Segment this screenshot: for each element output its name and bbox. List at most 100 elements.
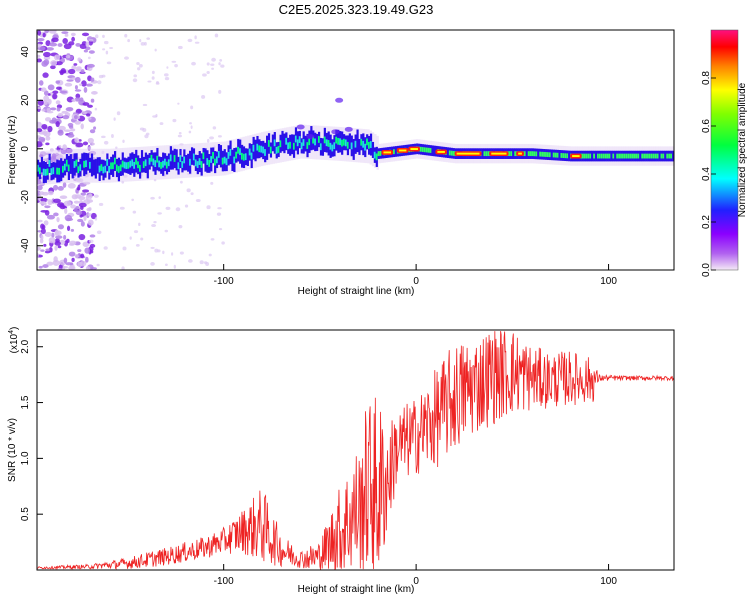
noise-blob <box>86 63 95 68</box>
noise-blob <box>102 34 105 38</box>
noise-blob <box>74 97 81 102</box>
noise-blob <box>144 134 149 139</box>
noise-blob <box>66 79 74 82</box>
ridge-hotspot-core <box>456 152 480 155</box>
noise-blob <box>221 241 225 245</box>
ridge-core <box>200 161 203 168</box>
ridge-band <box>658 150 661 162</box>
noise-blob <box>103 40 109 45</box>
noise-blob <box>82 141 89 146</box>
noise-blob <box>56 107 61 112</box>
noise-blob <box>69 240 77 246</box>
ridge-band <box>664 150 667 162</box>
ridge-core <box>325 139 328 147</box>
noise-blob <box>37 128 43 133</box>
noise-blob <box>55 61 63 66</box>
ridge-core <box>556 152 559 158</box>
noise-blob <box>164 263 168 267</box>
ridge-core <box>419 146 422 152</box>
ridge-band <box>185 155 188 171</box>
noise-blob <box>57 186 64 191</box>
snr-y-label: SNR (10 * v/v) <box>7 418 18 482</box>
noise-blob <box>150 196 155 200</box>
x-tick-label: 0 <box>413 576 419 587</box>
ridge-core <box>625 153 628 159</box>
noise-blob <box>68 265 76 270</box>
noise-blob <box>75 108 82 114</box>
noise-blob <box>53 256 58 263</box>
ridge-core <box>215 156 218 164</box>
ridge-band <box>246 148 249 166</box>
noise-blob <box>210 63 215 66</box>
ridge-band <box>140 150 144 173</box>
noise-blob <box>64 82 73 87</box>
noise-blob <box>218 228 223 231</box>
ridge-core <box>650 153 653 159</box>
noise-blob <box>44 30 49 34</box>
ridge-core <box>317 136 320 143</box>
ridge-core <box>250 152 253 160</box>
noise-blob <box>51 37 59 43</box>
ridge-core <box>260 145 263 153</box>
noise-blob <box>78 202 87 208</box>
noise-blob <box>47 214 55 220</box>
noise-blob <box>171 60 177 63</box>
ridge-core <box>508 151 511 157</box>
ridge-core <box>300 142 303 150</box>
noise-blob <box>216 212 222 216</box>
noise-blob <box>164 77 170 81</box>
ridge-core <box>152 158 155 166</box>
noise-blob <box>85 83 93 87</box>
ridge-band <box>321 138 325 156</box>
noise-blob <box>37 58 42 63</box>
ridge-core <box>562 153 565 158</box>
noise-blob <box>194 35 197 40</box>
noise-blob <box>52 93 58 100</box>
ridge-core <box>323 136 326 144</box>
ridge-core <box>160 162 162 169</box>
noise-blob <box>58 145 62 148</box>
ridge-core <box>256 143 259 151</box>
ridge-core <box>108 165 111 173</box>
ridge-core <box>319 143 322 151</box>
noise-blob <box>62 181 67 188</box>
ridge-core <box>635 153 638 159</box>
noise-blob <box>74 253 79 259</box>
ridge-band <box>591 150 594 162</box>
noise-blob <box>80 221 85 227</box>
ridge-band <box>558 150 561 161</box>
ridge-core <box>273 139 276 147</box>
noise-blob <box>151 224 157 228</box>
noise-blob <box>77 218 84 223</box>
noise-blob <box>53 212 59 217</box>
ridge-core <box>341 139 343 147</box>
noise-blob <box>65 262 73 266</box>
ridge-core <box>656 153 659 159</box>
noise-blob <box>218 62 221 66</box>
ridge-core <box>548 152 551 158</box>
ridge-core <box>670 153 672 159</box>
ridge-core <box>221 157 224 165</box>
ridge-core <box>164 158 166 166</box>
ridge-core <box>612 153 615 159</box>
noise-blob <box>85 194 89 201</box>
ridge-core <box>379 150 382 156</box>
noise-blob <box>58 125 66 131</box>
noise-blob <box>52 184 59 191</box>
noise-blob <box>103 246 108 250</box>
ridge-core <box>173 155 176 162</box>
ridge-core <box>154 160 157 167</box>
noise-blob <box>208 253 212 257</box>
noise-blob <box>43 243 47 247</box>
noise-blob <box>54 229 59 237</box>
noise-blob <box>154 48 157 52</box>
noise-blob <box>135 243 140 247</box>
noise-blob <box>54 241 61 246</box>
ridge-core <box>608 153 611 159</box>
noise-blob <box>89 234 96 238</box>
x-tick-label: 100 <box>600 276 617 287</box>
noise-blob <box>39 201 47 205</box>
ridge-core <box>50 168 53 176</box>
noise-blob <box>45 135 51 141</box>
